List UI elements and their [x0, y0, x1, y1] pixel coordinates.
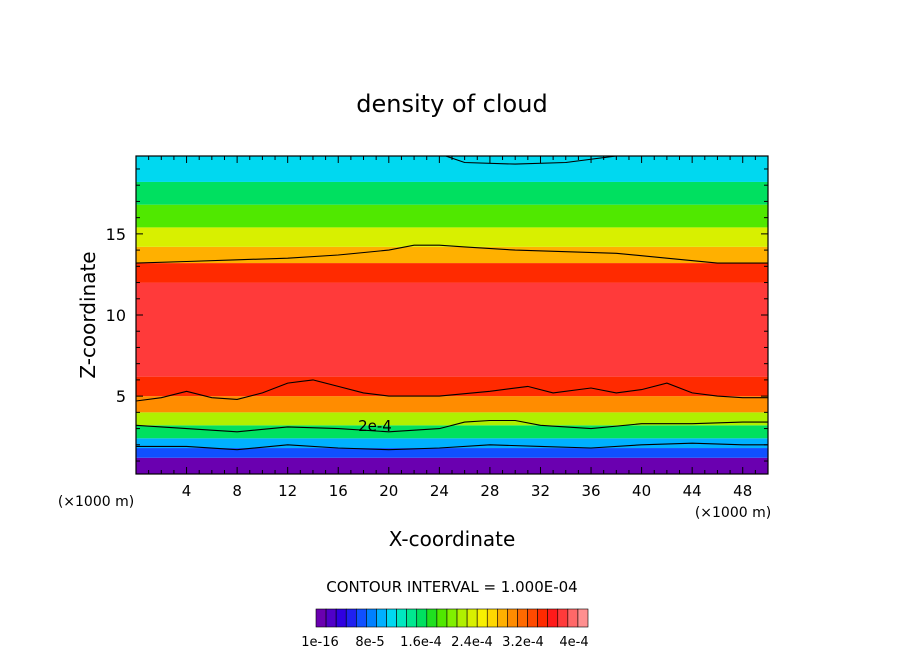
density-bands — [136, 156, 768, 474]
colorbar-label: 3.2e-4 — [502, 635, 544, 650]
density-band-8 — [136, 263, 768, 283]
colorbar-label: 2.4e-4 — [451, 635, 493, 650]
colorbar-swatch — [406, 608, 418, 628]
x-tick-label: 16 — [329, 482, 348, 500]
colorbar-swatch — [396, 608, 407, 628]
contour-line-4 — [445, 156, 617, 165]
density-band-0 — [136, 457, 768, 474]
contour-line-0 — [136, 442, 768, 451]
x-unit-label-left: (×1000 m) — [58, 494, 134, 510]
colorbar-swatch — [446, 608, 458, 628]
x-axis-label: X-coordinate — [389, 527, 516, 551]
x-tick-label: 24 — [430, 482, 449, 500]
colorbar-swatch — [376, 608, 387, 628]
density-band-2 — [136, 438, 768, 449]
chart-title: density of cloud — [356, 90, 547, 118]
density-band-1 — [136, 448, 768, 458]
colorbar-swatch — [436, 608, 448, 628]
colorbar-labels: 1e-16 8e-5 1.6e-4 2.4e-4 3.2e-4 4e-4 — [301, 635, 588, 650]
y-tick-label: 15 — [106, 225, 126, 244]
contour-label: 2e-4 — [358, 417, 392, 435]
colorbar-swatch — [386, 608, 397, 628]
plot-area — [136, 156, 768, 474]
density-band-13 — [136, 156, 768, 182]
colorbar-swatch — [497, 608, 508, 628]
colorbar-swatch — [557, 608, 569, 628]
colorbar-label: 1e-16 — [301, 635, 339, 650]
contour-line-3 — [136, 244, 768, 264]
density-band-3 — [136, 425, 768, 439]
colorbar-swatch — [486, 608, 498, 628]
density-band-6 — [136, 376, 768, 397]
colorbar-label: 8e-5 — [355, 635, 384, 650]
x-tick-label: 4 — [182, 482, 192, 500]
colorbar-swatch — [345, 608, 357, 628]
x-tick-label: 8 — [232, 482, 242, 500]
colorbar-swatch — [527, 608, 538, 628]
density-band-7 — [136, 282, 768, 377]
colorbar-swatch — [507, 608, 518, 628]
colorbar-swatch — [537, 608, 549, 628]
colorbar-swatch — [476, 608, 488, 628]
colorbar-swatch — [577, 608, 589, 628]
colorbar-swatch — [547, 608, 559, 628]
colorbar-swatch — [325, 608, 337, 628]
colorbar-swatch — [335, 608, 347, 628]
density-band-5 — [136, 396, 768, 413]
colorbar-label: 4e-4 — [559, 635, 588, 650]
contour-line-2 — [136, 379, 768, 402]
density-band-4 — [136, 412, 768, 426]
x-tick-label: 36 — [581, 482, 600, 500]
density-band-11 — [136, 204, 768, 228]
x-tick-label: 28 — [480, 482, 499, 500]
colorbar-label: 1.6e-4 — [400, 635, 442, 650]
colorbar-swatch — [366, 608, 377, 628]
colorbar — [315, 608, 589, 628]
x-tick-label: 32 — [531, 482, 550, 500]
colorbar-swatch — [456, 608, 468, 628]
x-tick-label: 20 — [379, 482, 398, 500]
contour-line-1 — [136, 419, 768, 433]
colorbar-swatch — [517, 608, 528, 628]
colorbar-swatch — [416, 608, 428, 628]
x-tick-label: 12 — [278, 482, 297, 500]
colorbar-swatch — [466, 608, 478, 628]
density-band-10 — [136, 227, 768, 247]
colorbar-swatch — [315, 608, 327, 628]
colorbar-swatch — [567, 608, 579, 628]
colorbar-swatch — [426, 608, 438, 628]
x-tick-label: 48 — [733, 482, 752, 500]
x-tick-label: 44 — [683, 482, 702, 500]
x-tick-label: 40 — [632, 482, 651, 500]
y-tick-label: 5 — [116, 387, 126, 406]
contour-interval-text: CONTOUR INTERVAL = 1.000E-04 — [326, 578, 577, 596]
density-band-9 — [136, 246, 768, 264]
density-band-12 — [136, 181, 768, 205]
y-axis-label: Z-coordinate — [76, 251, 100, 378]
contour-lines — [136, 156, 768, 451]
x-unit-label-right: (×1000 m) — [695, 505, 771, 521]
colorbar-swatch — [355, 608, 367, 628]
y-tick-label: 10 — [106, 306, 126, 325]
